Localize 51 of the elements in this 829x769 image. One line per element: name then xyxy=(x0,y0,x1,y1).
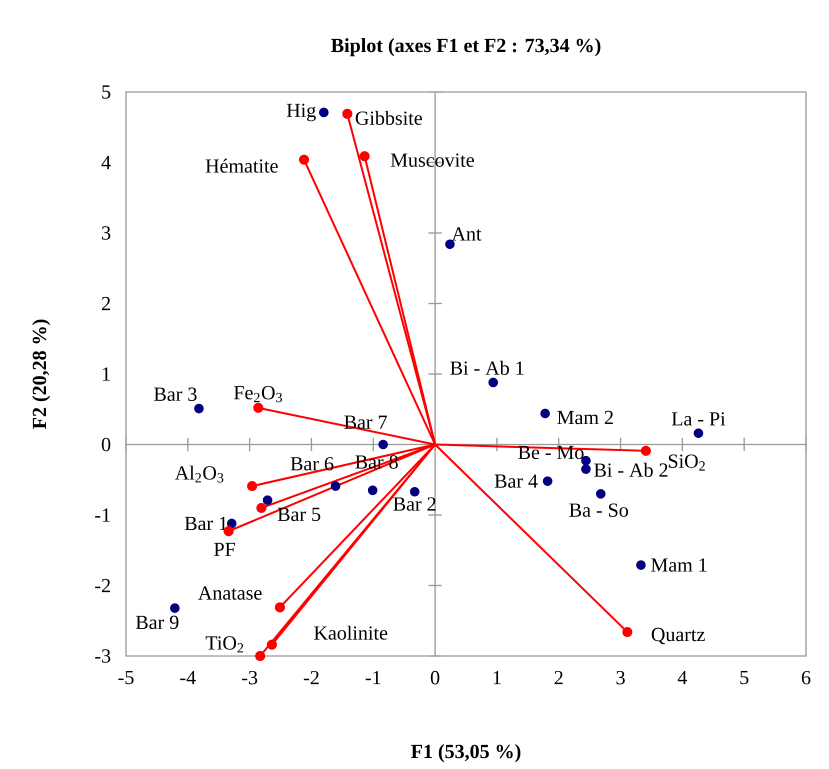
y-tick-label: 0 xyxy=(102,438,110,452)
x-tick-label: 4 xyxy=(678,670,688,684)
annotation: Bar 7 xyxy=(344,416,387,429)
y-tick-label: 2 xyxy=(102,296,110,310)
x-tick-label: -4 xyxy=(180,670,196,684)
annotation: Bar 3 xyxy=(154,388,197,401)
annotation: Mam 1 xyxy=(651,558,707,572)
annotation: Bi - Ab 1 xyxy=(450,360,524,375)
x-tick-label: 0 xyxy=(430,670,440,684)
annotation: Al$_{2}$O$_{3}$ xyxy=(174,466,224,483)
x-tick-label: -5 xyxy=(118,670,134,684)
annotation: Bar 6 xyxy=(290,457,334,470)
annotation: Bi - Ab 2 xyxy=(594,462,668,477)
annotation: Fe$_{2}$O$_{3}$ xyxy=(234,386,282,402)
annotation: Ba - So xyxy=(569,503,628,517)
annotation: Bar 9 xyxy=(136,616,178,630)
x-tick-label: 5 xyxy=(740,670,748,684)
y-axis-title: F2 (20,28 %) xyxy=(32,320,50,429)
annotation: Bar 4 xyxy=(494,474,538,488)
annotation: Hématite xyxy=(206,158,278,173)
annotation: Hig xyxy=(286,104,316,122)
annotation: Kaolinite xyxy=(314,626,388,640)
annotation: Muscovite xyxy=(390,153,474,167)
annotation: PF xyxy=(214,542,236,556)
annotation: Anatase xyxy=(198,586,262,600)
y-tick-label: -1 xyxy=(95,508,110,522)
annotation: Quartz xyxy=(652,628,705,644)
y-tick-label: 4 xyxy=(101,156,111,170)
x-tick-label: -1 xyxy=(366,670,380,684)
annotation: Be - Mo xyxy=(518,446,584,460)
x-tick-label: 6 xyxy=(802,670,810,684)
y-tick-label: -2 xyxy=(95,578,110,592)
y-tick-label: -3 xyxy=(95,649,110,663)
annotation: Ant xyxy=(452,227,482,241)
x-tick-label: -2 xyxy=(304,670,319,684)
annotation: TiO$_{2}$ xyxy=(206,636,244,652)
y-tick-label: 5 xyxy=(102,85,110,99)
annotation: Bar 5 xyxy=(278,508,320,522)
x-tick-label: -3 xyxy=(242,670,258,684)
annotation: SiO$_{2}$ xyxy=(668,454,705,471)
y-tick-label: 3 xyxy=(102,226,110,240)
annotation: La - Pi xyxy=(672,412,726,426)
x-tick-label: 2 xyxy=(554,670,563,684)
x-axis-title: F1 (53,05 %) xyxy=(411,744,520,762)
chart-title: Biplot (axes F1 et F2 : 73,34 %) xyxy=(331,38,600,56)
y-tick-label: 1 xyxy=(102,367,110,381)
annotation: Bar 2 xyxy=(393,497,436,511)
annotation: Mam 2 xyxy=(557,410,613,424)
x-tick-label: 3 xyxy=(616,670,625,684)
x-tick-label: 1 xyxy=(494,670,501,684)
annotation: Gibbsite xyxy=(356,110,422,125)
